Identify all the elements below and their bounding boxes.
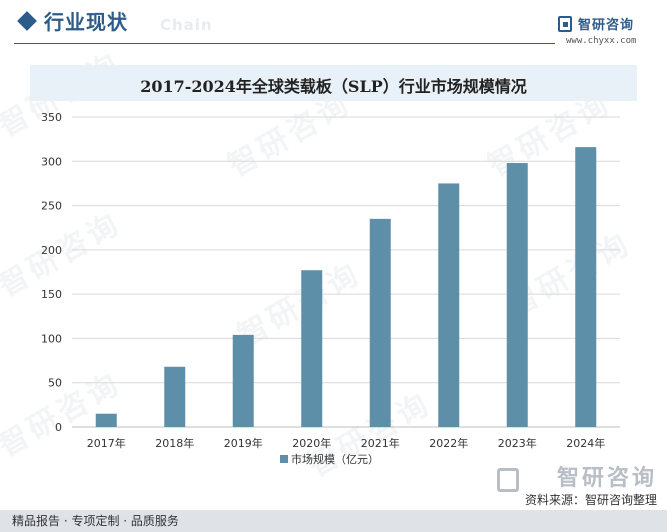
page-header: 行业现状 Chain 智研咨询 www.chyxx.com <box>0 0 667 50</box>
x-tick-label: 2021年 <box>361 436 400 450</box>
bar <box>232 334 254 427</box>
y-tick-label: 0 <box>55 421 62 434</box>
brand-url: www.chyxx.com <box>566 36 637 46</box>
footer-logo-icon <box>497 468 519 492</box>
bar <box>301 270 323 427</box>
header-ghost-text: Chain <box>160 16 213 34</box>
bar <box>438 183 460 427</box>
bar <box>164 366 186 427</box>
footer-brand: 智研咨询 <box>556 466 657 491</box>
x-tick-label: 2018年 <box>155 436 194 450</box>
x-tick-label: 2024年 <box>566 436 605 450</box>
brand-name: 智研咨询 <box>578 18 635 33</box>
x-tick-label: 2022年 <box>429 436 468 450</box>
bar <box>95 413 117 427</box>
y-tick-label: 50 <box>48 377 62 390</box>
chart-title-band: 2017-2024年全球类载板（SLP）行业市场规模情况 <box>30 65 637 101</box>
y-tick-label: 350 <box>41 111 62 124</box>
legend-swatch <box>280 455 288 463</box>
page-footer: 智研咨询 资料来源：智研咨询整理 精品报告 · 专项定制 · 品质服务 <box>0 452 667 532</box>
y-tick-label: 100 <box>41 332 62 345</box>
y-tick-label: 300 <box>41 155 62 168</box>
brand-icon <box>558 16 572 32</box>
grid-layer <box>72 116 620 428</box>
bar <box>506 163 528 428</box>
y-tick-label: 150 <box>41 288 62 301</box>
y-tick-label: 200 <box>41 244 62 257</box>
footer-bar <box>0 510 667 532</box>
x-tick-label: 2020年 <box>292 436 331 450</box>
section-title: 行业现状 <box>44 10 128 34</box>
bar <box>369 218 391 427</box>
y-tick-label: 250 <box>41 200 62 213</box>
x-tick-label: 2023年 <box>498 436 537 450</box>
x-tick-label: 2017年 <box>87 436 126 450</box>
bars-layer <box>95 147 597 428</box>
legend-label: 市场规模（亿元） <box>291 452 379 466</box>
bar <box>575 147 597 427</box>
x-tick-labels: 2017年 2018年 2019年 2020年 2021年 2022年 2023年 2024年 <box>87 436 606 450</box>
legend: 市场规模（亿元） <box>280 452 379 466</box>
chart-title: 2017-2024年全球类载板（SLP）行业市场规模情况 <box>140 77 527 96</box>
brand-logo: 智研咨询 www.chyxx.com <box>558 14 653 48</box>
source-note: 资料来源：智研咨询整理 <box>524 493 657 507</box>
y-tick-labels: 0 50 100 150 200 250 300 350 <box>41 111 62 434</box>
x-tick-label: 2019年 <box>224 436 263 450</box>
header-divider <box>14 43 555 44</box>
bar-chart: 0 50 100 150 200 250 300 350 2017年 2018年 2019年 202… <box>41 111 620 466</box>
footer-tagline: 精品报告 · 专项定制 · 品质服务 <box>12 514 179 528</box>
